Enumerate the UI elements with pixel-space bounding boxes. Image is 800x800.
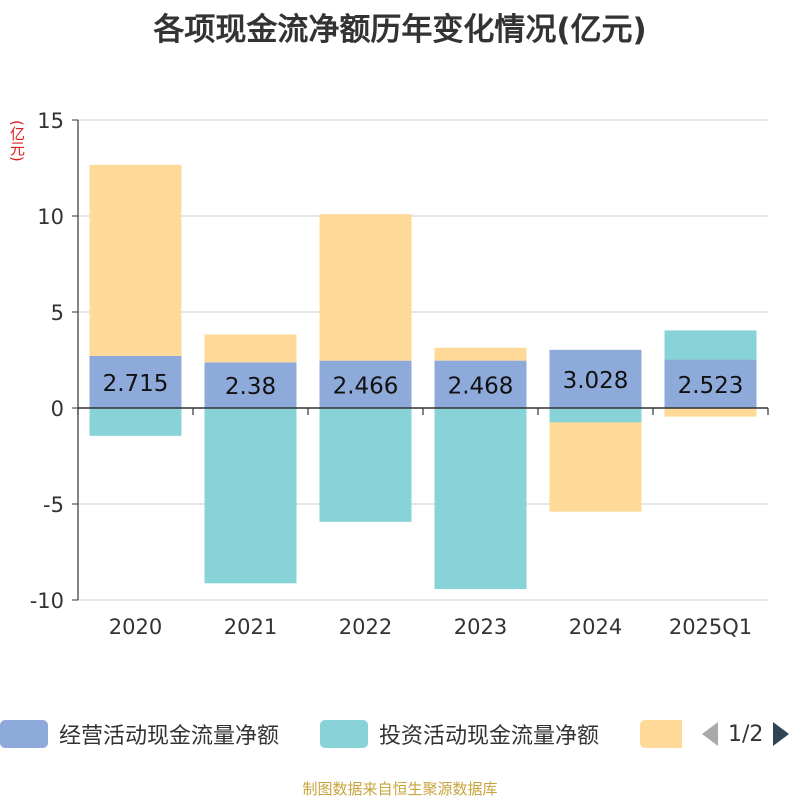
bar-series-0-2020 <box>89 355 182 408</box>
chevron-right-icon[interactable] <box>771 720 791 748</box>
legend-swatch-financing <box>640 720 682 748</box>
chevron-left-icon[interactable] <box>700 720 720 748</box>
legend: 经营活动现金流量净额 投资活动现金流量净额 1/2 <box>0 716 800 756</box>
bar-series-0-2021 <box>204 362 297 408</box>
bar-series-0-2023 <box>434 360 527 408</box>
bar-value-label: 2.523 <box>678 373 744 399</box>
x-tick-label: 2025Q1 <box>669 615 752 639</box>
bar-series-2-2023 <box>434 347 527 361</box>
x-tick-label: 2020 <box>109 615 162 639</box>
data-source-note: 制图数据来自恒生聚源数据库 <box>302 780 498 798</box>
bar-series-1-2023 <box>434 408 527 590</box>
x-tick-label: 2022 <box>339 615 392 639</box>
legend-item-investing[interactable]: 投资活动现金流量净额 <box>320 716 599 752</box>
y-tick-label: 0 <box>51 397 64 421</box>
legend-label-investing: 投资活动现金流量净额 <box>379 724 600 749</box>
bar-value-label: 2.715 <box>103 371 169 397</box>
bar-series-1-2024 <box>549 408 642 423</box>
y-tick-label: -5 <box>43 493 64 517</box>
legend-page-indicator: 1/2 <box>728 721 764 747</box>
bar-series-0-2025Q1 <box>664 359 757 408</box>
bar-series-2-2021 <box>204 334 297 363</box>
legend-swatch-operating <box>0 720 48 748</box>
legend-label-operating: 经营活动现金流量净额 <box>59 724 280 749</box>
bar-series-0-2024 <box>549 349 642 408</box>
bar-series-2-2022 <box>319 214 412 361</box>
bar-series-2-2020 <box>89 164 182 356</box>
legend-pager: 1/2 <box>700 720 791 748</box>
legend-swatch-investing <box>320 720 368 748</box>
x-tick-label: 2023 <box>454 615 507 639</box>
bar-series-1-2022 <box>319 408 412 522</box>
y-tick-label: 15 <box>37 109 64 133</box>
legend-item-operating[interactable]: 经营活动现金流量净额 <box>0 716 279 752</box>
y-tick-label: -10 <box>30 589 64 613</box>
bar-value-label: 2.466 <box>333 373 399 399</box>
cashflow-chart: -10 -5 0 5 10 15 2.715 2.38 2.466 2.468 3.028 2.523… <box>30 109 769 639</box>
y-tick-label: 5 <box>51 301 64 325</box>
bar-series-2-2025Q1 <box>664 408 757 417</box>
bar-series-2-2024 <box>549 422 642 512</box>
bar-series-0-2022 <box>319 360 412 408</box>
y-axis-unit-label: (亿元) <box>8 120 26 162</box>
x-tick-label: 2024 <box>569 615 622 639</box>
bar-series-1-2021 <box>204 408 297 584</box>
chart-title: 各项现金流净额历年变化情况(亿元) <box>153 12 647 48</box>
legend-item-financing[interactable] <box>640 716 682 752</box>
x-tick-label: 2021 <box>224 615 277 639</box>
bar-series-1-2020 <box>89 408 182 436</box>
bar-series-1-2025Q1 <box>664 330 757 360</box>
y-tick-label: 10 <box>37 205 64 229</box>
bar-value-label: 3.028 <box>563 368 629 394</box>
bar-value-label: 2.468 <box>448 373 514 399</box>
bar-value-label: 2.38 <box>225 374 276 400</box>
